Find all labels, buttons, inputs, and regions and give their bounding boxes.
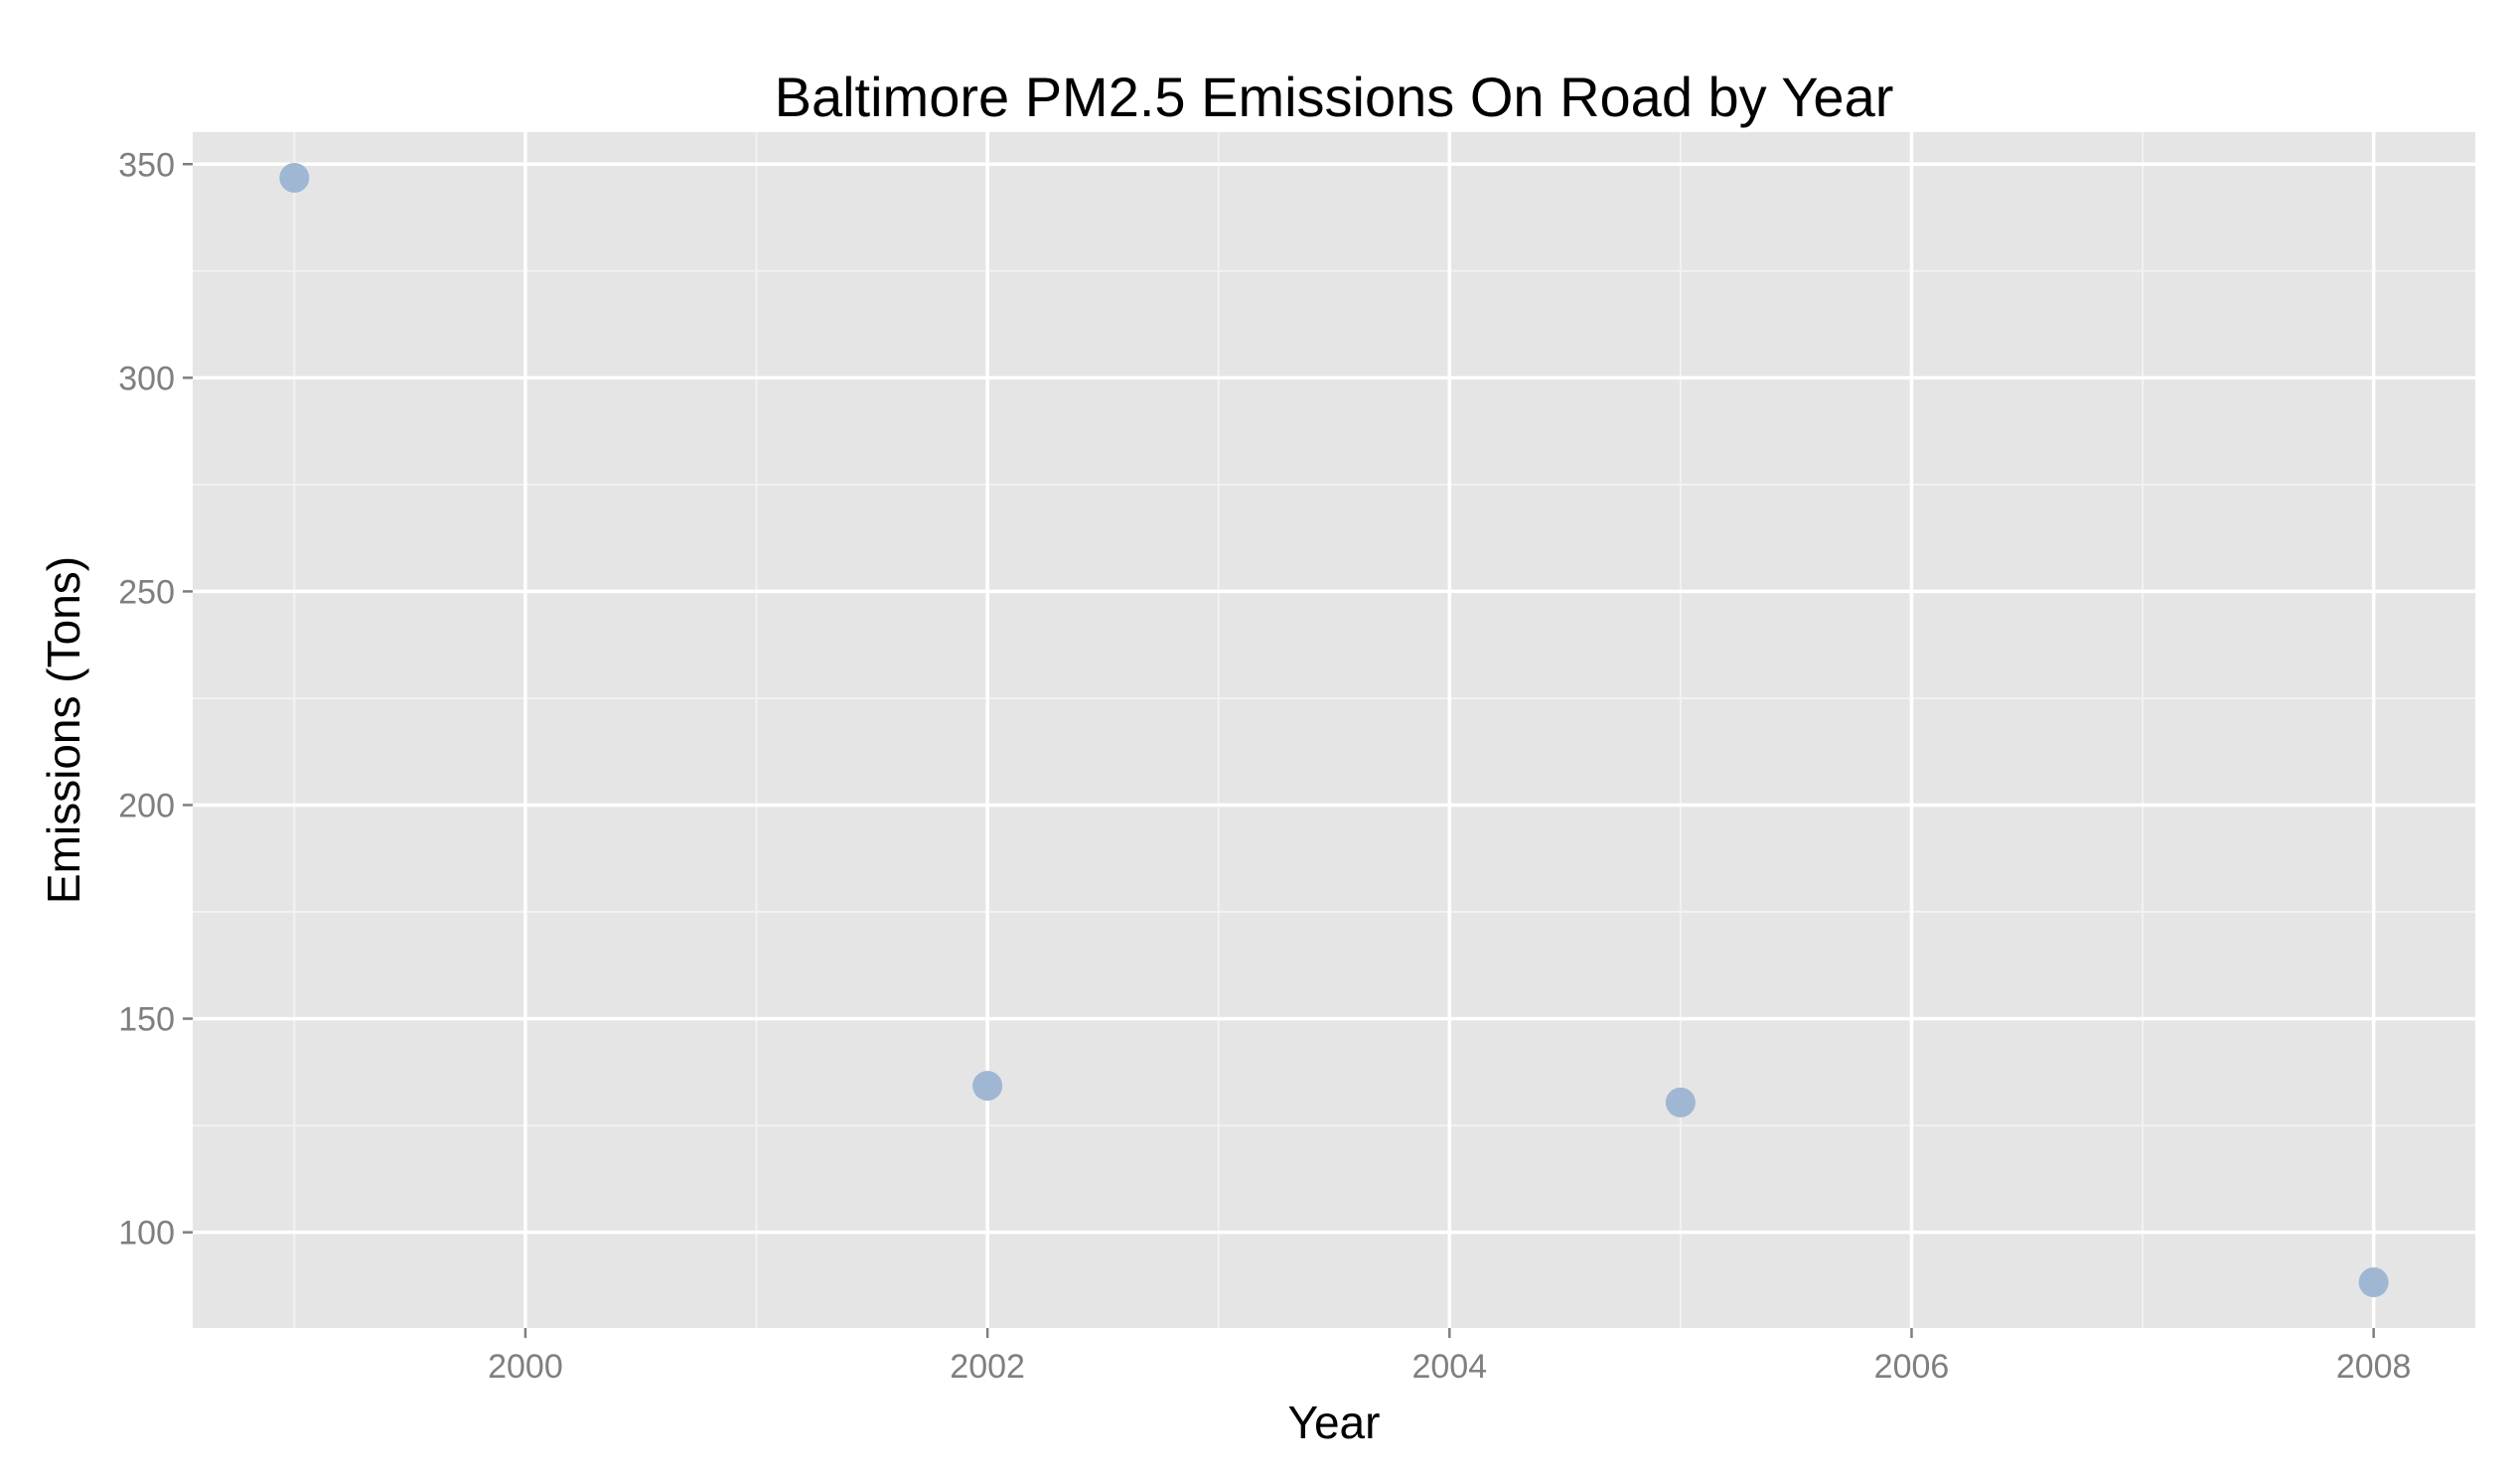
y-tick-label: 100: [118, 1215, 175, 1253]
minor-gridlines: [193, 132, 2475, 1328]
y-axis: 100 150 200 250 300 350: [118, 146, 193, 1253]
x-tick-label: 2008: [2336, 1348, 2412, 1386]
chart-title: Baltimore PM2.5 Emissions On Road by Yea…: [775, 66, 1894, 128]
y-tick-label: 300: [118, 360, 175, 397]
x-axis: 2000 2002 2004 2006 2008: [488, 1328, 2411, 1386]
data-point: [972, 1071, 1003, 1102]
x-tick-label: 2000: [488, 1348, 563, 1386]
data-point: [279, 163, 310, 194]
y-tick-label: 200: [118, 787, 175, 824]
x-tick-label: 2006: [1874, 1348, 1950, 1386]
y-tick-label: 150: [118, 1001, 175, 1039]
x-axis-title: Year: [1288, 1397, 1381, 1448]
y-tick-label: 250: [118, 573, 175, 611]
major-gridlines: [193, 132, 2475, 1328]
data-point: [2358, 1266, 2389, 1297]
y-tick-label: 350: [118, 146, 175, 184]
plot-panel: [193, 132, 2475, 1328]
y-axis-title: Emissions (Tons): [38, 556, 89, 904]
x-tick-label: 2004: [1411, 1348, 1487, 1386]
data-point: [1665, 1087, 1696, 1117]
x-tick-label: 2002: [950, 1348, 1025, 1386]
data-points: [279, 163, 2389, 1297]
